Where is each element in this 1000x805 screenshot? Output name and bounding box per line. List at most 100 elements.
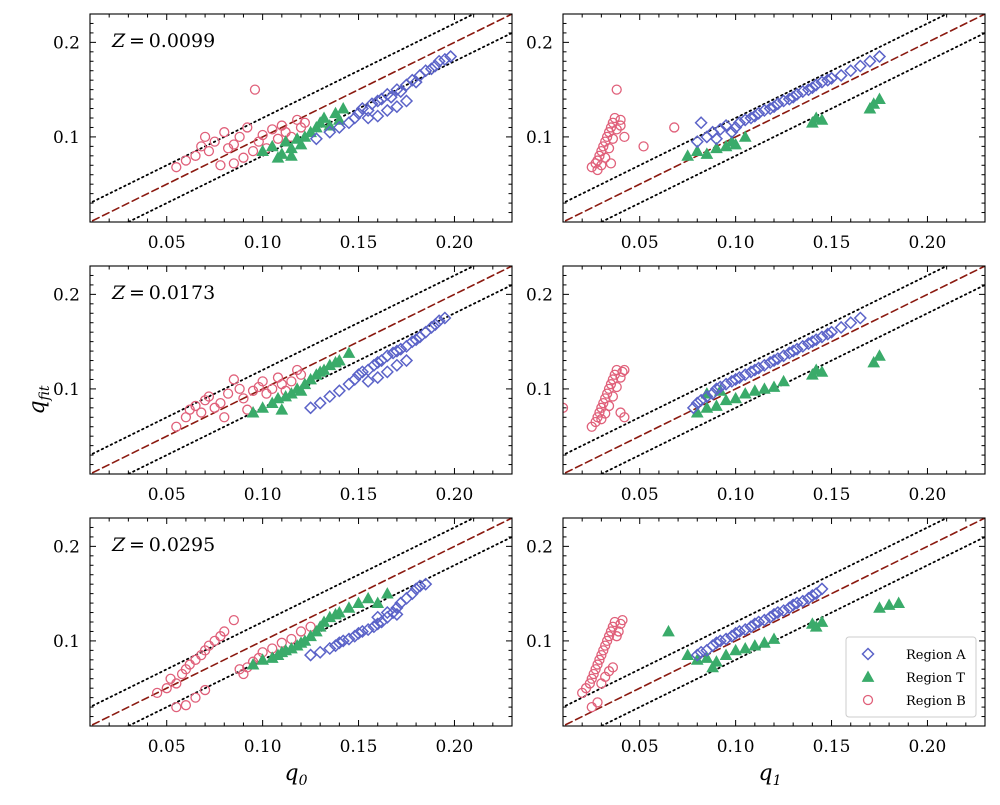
- region-b-point: [171, 421, 182, 432]
- region-t-point: [285, 149, 298, 161]
- region-t-point: [873, 349, 886, 361]
- region-b-point: [584, 678, 596, 689]
- region-a-point: [399, 591, 414, 605]
- region-a-point: [821, 327, 835, 341]
- scatter-panel: 0.05 0.10 0.15 0.20 0.1 0.2: [526, 265, 986, 505]
- region-b-point: [295, 626, 307, 637]
- region-t-point: [246, 658, 260, 670]
- region-b-point: [165, 673, 176, 684]
- region-b-point: [203, 391, 215, 402]
- x-tick-label: 0.15: [813, 233, 851, 253]
- x-axis-label-right-main: q: [758, 761, 772, 786]
- region-a-point: [419, 64, 433, 78]
- region-t-point: [700, 401, 714, 413]
- region-b-point: [603, 143, 615, 154]
- region-b-point: [611, 631, 622, 642]
- region-a-point: [729, 372, 743, 387]
- region-a-point: [323, 641, 337, 656]
- region-a-point: [413, 579, 427, 593]
- region-b-point: [590, 664, 601, 675]
- region-b-point: [596, 678, 607, 689]
- y-axis-label-main: q: [25, 400, 50, 414]
- y-tick-label: 0.1: [526, 632, 553, 652]
- region-t-point: [246, 406, 260, 418]
- region-a-point: [790, 596, 804, 610]
- z-value: = 0.0295: [125, 534, 215, 556]
- region-t-point: [867, 355, 881, 368]
- region-a-point: [390, 358, 404, 372]
- region-t-point: [294, 137, 308, 150]
- metallicity-annotation: Z = 0.0173: [111, 282, 215, 304]
- region-t-point: [323, 119, 337, 131]
- region-a-point: [796, 339, 810, 353]
- region-t-point: [371, 596, 385, 608]
- region-a-point: [380, 349, 394, 363]
- metallicity-annotation: Z = 0.0099: [111, 30, 215, 52]
- region-a-point: [790, 87, 804, 101]
- region-b-point: [261, 388, 272, 399]
- region-b-point: [619, 364, 630, 376]
- region-a-point: [782, 601, 796, 615]
- region-a-point: [394, 84, 408, 99]
- region-a-point: [757, 358, 771, 372]
- region-a-point: [821, 73, 835, 87]
- region-a-point: [313, 645, 327, 659]
- z-symbol: Z: [111, 30, 126, 52]
- region-b-point: [190, 692, 201, 703]
- region-b-point: [253, 136, 264, 147]
- region-b-point: [228, 614, 240, 626]
- region-a-point: [355, 624, 369, 639]
- z-value: = 0.0173: [125, 282, 215, 304]
- region-a-point: [786, 344, 800, 358]
- region-b-point: [609, 616, 620, 628]
- scatter-panel: 0.05 0.10 0.15 0.20 0.1 0.2 Z = 0.0099: [53, 13, 513, 253]
- region-b-point: [257, 129, 268, 141]
- x-axis-label-right: q1: [758, 761, 781, 789]
- region-t-point: [352, 596, 365, 608]
- region-b-point: [228, 139, 240, 150]
- region-a-point: [748, 617, 762, 631]
- region-t-point: [738, 387, 752, 399]
- region-a-point: [355, 365, 369, 379]
- region-a-point: [428, 59, 442, 73]
- plot-area: [90, 266, 512, 474]
- region-a-point: [771, 605, 785, 620]
- region-a-point: [361, 623, 375, 637]
- region-b-point: [617, 614, 628, 626]
- region-t-point: [777, 374, 790, 387]
- region-a-point: [782, 92, 796, 106]
- region-a-point: [390, 607, 404, 621]
- region-t-point: [333, 354, 346, 366]
- region-a-point: [777, 349, 791, 363]
- region-a-point: [801, 83, 816, 97]
- region-b-point: [611, 381, 622, 393]
- region-t-point: [758, 382, 771, 394]
- region-t-point: [333, 113, 346, 125]
- region-t-point: [758, 636, 771, 648]
- region-a-point: [725, 629, 739, 643]
- region-b-point: [234, 131, 245, 143]
- region-a-point: [367, 358, 381, 372]
- region-b-point: [190, 654, 201, 665]
- region-t-point: [882, 598, 896, 610]
- region-a-point: [371, 94, 385, 108]
- region-t-point: [748, 384, 762, 396]
- region-a-point: [694, 645, 708, 659]
- x-axis-label-right-sub: 1: [773, 773, 782, 789]
- upper-offset-line: [563, 266, 949, 457]
- region-b-point: [276, 379, 287, 390]
- region-a-point: [763, 101, 777, 116]
- ticks: [90, 266, 512, 474]
- x-tick-label: 0.20: [909, 485, 947, 505]
- region-a-point: [872, 49, 887, 64]
- region-a-point: [348, 372, 362, 387]
- region-a-point: [824, 71, 839, 85]
- x-axis-label-left-sub: 0: [299, 773, 308, 789]
- x-tick-label: 0.15: [813, 737, 851, 757]
- region-a-point: [713, 380, 727, 394]
- region-a-point: [834, 320, 848, 335]
- region-b-point: [605, 158, 617, 169]
- x-tick-label: 0.15: [340, 233, 378, 253]
